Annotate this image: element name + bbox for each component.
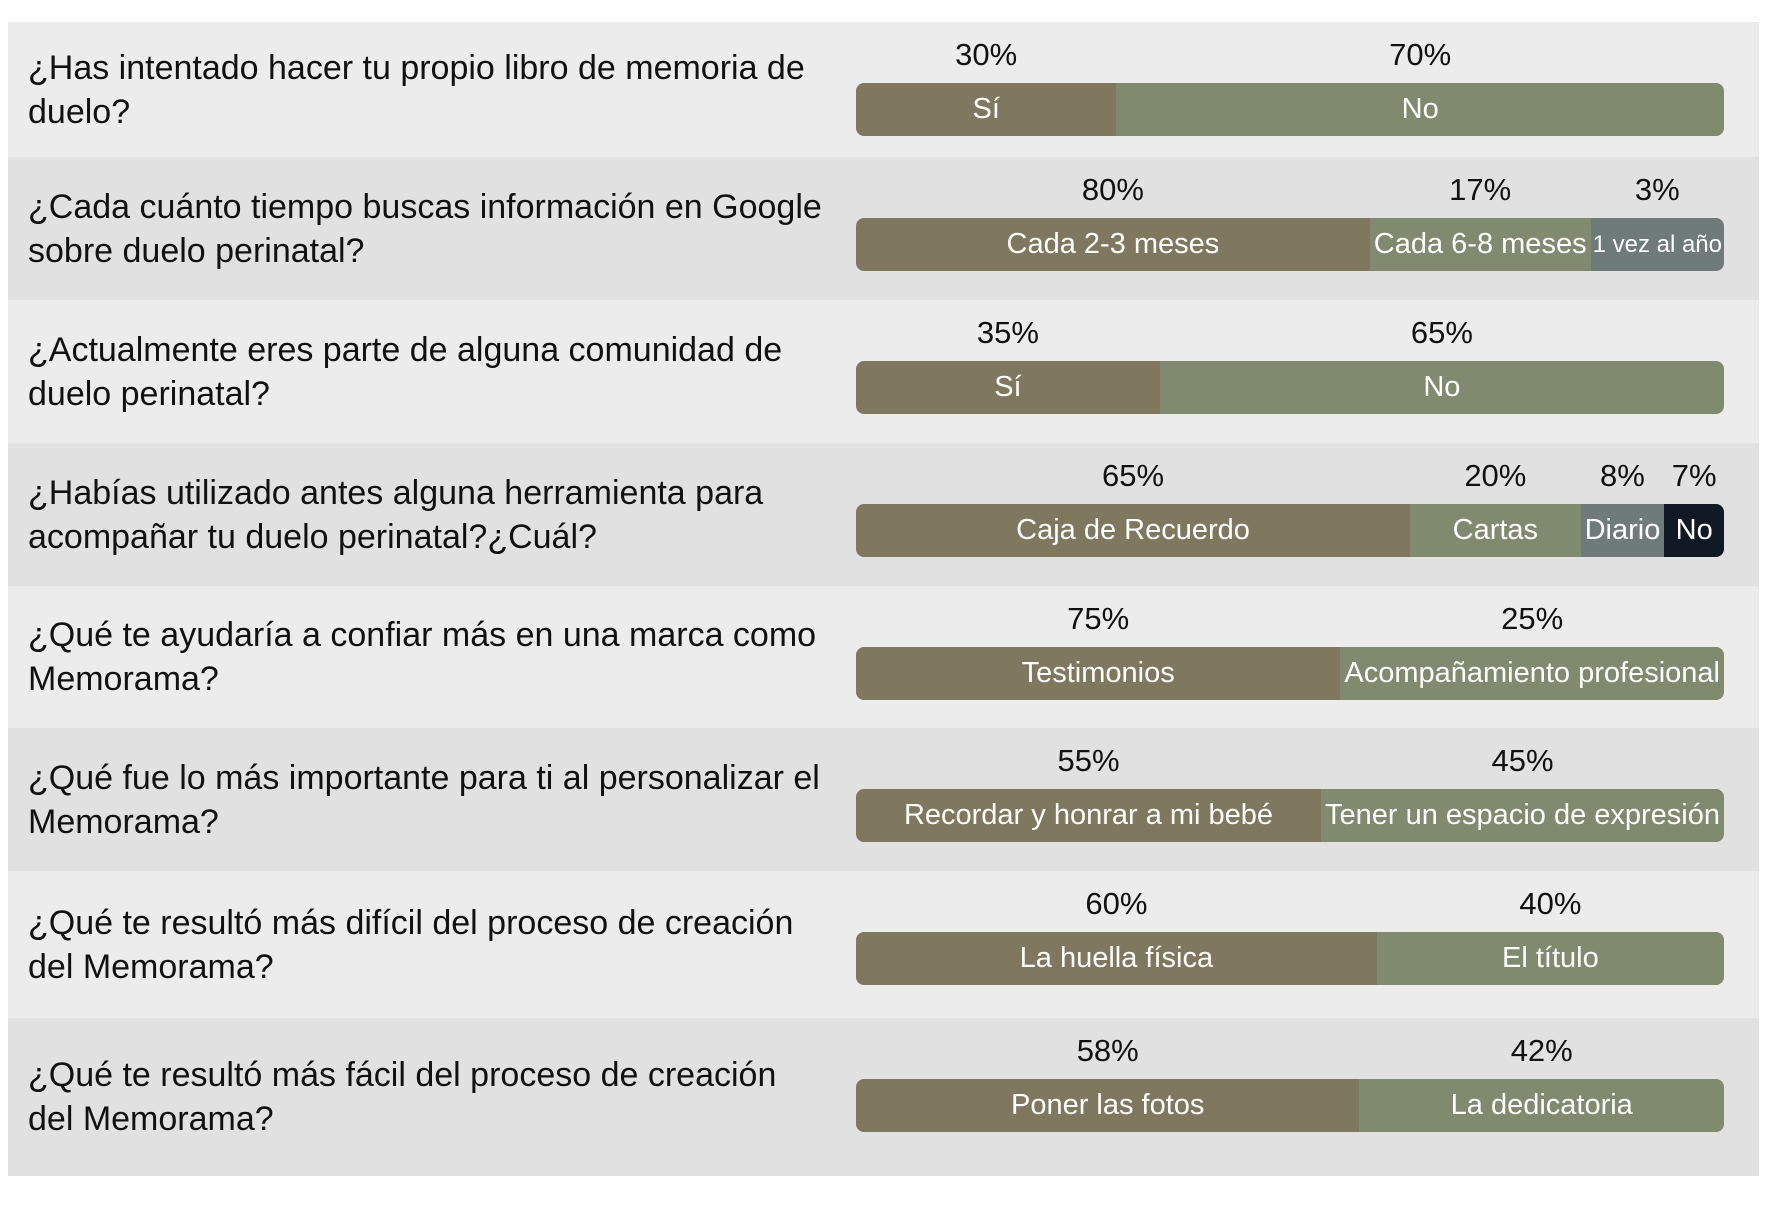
segment-label: Cartas [1410,504,1581,557]
bar-segment: 25% Acompañamiento profesional [1340,599,1724,700]
percent-label: 65% [1410,315,1473,350]
survey-results-table: ¿Has intentado hacer tu propio libro de … [8,22,1759,1176]
bar-segment: 65% Caja de Recuerdo [856,456,1411,557]
percent-label: 70% [1389,37,1452,72]
bar-segment: 70% No [1116,35,1724,136]
stacked-bar: 55% Recordar y honrar a mi bebé 45% Tener u… [856,741,1724,842]
survey-row: ¿Actualmente eres parte de alguna comuni… [8,300,1759,443]
bar-segment: 55% Recordar y honrar a mi bebé [856,741,1322,842]
survey-row: ¿Habías utilizado antes alguna herramien… [8,443,1759,586]
percent-label: 35% [976,315,1039,350]
percent-label: 65% [1102,458,1165,493]
segment-label: No [1116,83,1724,136]
survey-row: ¿Qué fue lo más importante para ti al pe… [8,728,1759,871]
segment-label: Recordar y honrar a mi bebé [856,789,1322,842]
bar-segment: 17% Cada 6-8 meses [1369,170,1591,271]
percent-label: 20% [1464,458,1527,493]
segment-label: Sí [856,361,1160,414]
segment-label: Cada 2-3 meses [856,218,1370,271]
percent-label: 55% [1057,743,1120,778]
stacked-bar: 60% La huella física 40% El título [856,884,1724,985]
bar-segment: 45% Tener un espacio de expresión [1321,741,1724,842]
segment-label: Sí [856,83,1117,136]
bar-segment: 80% Cada 2-3 meses [856,170,1370,271]
segment-label: Caja de Recuerdo [856,504,1411,557]
percent-label: 40% [1519,886,1582,921]
stacked-bar: 30% Sí 70% No [856,35,1724,136]
bar-segment: 20% Cartas [1410,456,1581,557]
question-text: ¿Qué te resultó más fácil del proceso de… [28,1056,777,1138]
survey-row: ¿Has intentado hacer tu propio libro de … [8,22,1759,157]
bar-segment: 35% Sí [856,313,1160,414]
percent-label: 8% [1600,458,1645,493]
bar-segment: 3% 1 vez al año [1590,170,1724,271]
bar-segment: 58% Poner las fotos [856,1031,1360,1132]
question-text: ¿Has intentado hacer tu propio libro de … [28,48,805,131]
stacked-bar: 65% Caja de Recuerdo 20% Cartas 8% Diario 7% No [856,456,1724,557]
survey-row: ¿Cada cuánto tiempo buscas información e… [8,157,1759,300]
segment-label: La dedicatoria [1359,1079,1724,1132]
percent-label: 30% [955,37,1018,72]
bar-segment: 7% No [1664,456,1724,557]
bar-segment: 60% La huella física [856,884,1377,985]
segment-label: Tener un espacio de expresión [1321,789,1724,842]
survey-row: ¿Qué te resultó más difícil del proceso … [8,871,1759,1018]
stacked-bar: 58% Poner las fotos 42% La dedicatoria [856,1031,1724,1132]
percent-label: 42% [1510,1033,1573,1068]
stacked-bar: 75% Testimonios 25% Acompañamiento profesio… [856,599,1724,700]
question-text: ¿Actualmente eres parte de alguna comuni… [28,330,783,413]
stacked-bar: 80% Cada 2-3 meses 17% Cada 6-8 meses 3% 1 ve… [856,170,1724,271]
segment-label: El título [1376,932,1724,985]
bar-segment: 30% Sí [856,35,1117,136]
segment-label: Diario [1580,504,1665,557]
segment-label: Poner las fotos [856,1079,1360,1132]
percent-label: 7% [1671,458,1717,493]
survey-row: ¿Qué te ayudaría a confiar más en una ma… [8,586,1759,728]
stacked-bar: 35% Sí 65% No [856,313,1724,414]
segment-label: Acompañamiento profesional [1340,647,1724,700]
question-text: ¿Qué fue lo más importante para ti al pe… [28,758,820,841]
percent-label: 60% [1085,886,1148,921]
segment-label: La huella física [856,932,1377,985]
percent-label: 17% [1449,172,1512,207]
percent-label: 25% [1501,601,1564,636]
percent-label: 3% [1634,172,1680,207]
question-text: ¿Cada cuánto tiempo buscas información e… [28,187,822,270]
percent-label: 45% [1491,743,1554,778]
bar-segment: 8% Diario [1580,456,1665,557]
question-text: ¿Habías utilizado antes alguna herramien… [28,473,764,556]
segment-label: Testimonios [856,647,1341,700]
survey-row: ¿Qué te resultó más fácil del proceso de… [8,1018,1759,1176]
bar-segment: 65% No [1159,313,1724,414]
segment-label: No [1159,361,1724,414]
percent-label: 80% [1081,172,1144,207]
bar-segment: 42% La dedicatoria [1359,1031,1724,1132]
segment-label: Cada 6-8 meses [1369,218,1591,271]
question-text: ¿Qué te resultó más difícil del proceso … [28,903,794,986]
percent-label: 75% [1067,601,1130,636]
bar-segment: 40% El título [1376,884,1724,985]
question-text: ¿Qué te ayudaría a confiar más en una ma… [28,616,817,698]
segment-label: No [1664,504,1724,557]
percent-label: 58% [1076,1033,1139,1068]
bar-segment: 75% Testimonios [856,599,1341,700]
segment-label: 1 vez al año [1590,218,1724,271]
